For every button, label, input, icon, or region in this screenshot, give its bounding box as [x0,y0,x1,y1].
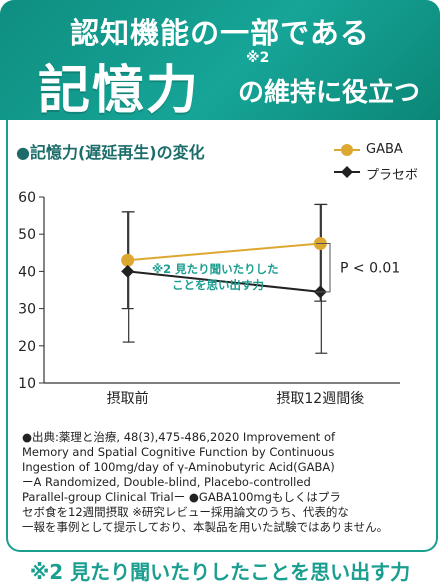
y-tick-label: 30 [18,302,36,318]
banner: 認知機能の一部である 記憶力 ※2 の維持に役立つ [0,0,440,121]
banner-line1: 認知機能の一部である [70,16,370,50]
source-line: セボ食を12週間摂取 ※研究レビュー採用論文のうち、代表的な [22,505,349,519]
series-line [127,242,321,262]
footer-note: ※2 見たり聞いたりしたことを思い出す力 [29,560,411,584]
legend-marker-placebo [341,166,353,178]
legend-label-placebo: プラセボ [366,168,419,183]
annotation-text: ことを思い出す力 [172,278,264,292]
y-tick-label: 20 [18,339,36,355]
source-citation: ●出典:薬理と治療, 48(3),475-486,2020 Improvemen… [22,430,420,535]
x-tick-label: 摂取12週間後 [276,391,364,407]
annotation-text: ※2 見たり聞いたりした [152,262,279,276]
banner-rest: の維持に役立つ [238,78,421,108]
legend-label-gaba: GABA [366,142,403,157]
source-line: Ingestion of 100mg/day of γ-Aminobutyric… [22,460,335,474]
chart-panel [6,120,438,552]
y-tick-label: 60 [18,190,36,206]
banner-memory-title: 記憶力 [38,61,201,121]
chart-title: ●記憶力(遅延再生)の変化 [16,143,205,162]
source-line: Memory and Spatial Cognitive Function by… [22,445,335,459]
source-line: 一報を事例として提示しており、本製品を用いた試験ではありません。 [22,520,389,534]
y-tick-label: 50 [18,227,36,243]
card: 認知機能の一部である 記憶力 ※2 の維持に役立つ [0,0,440,552]
source-line: Parallel-group Clinical Trialー ●GABA100m… [22,490,341,504]
legend-marker-gaba [341,144,353,156]
series-line [127,270,321,293]
data-point-gaba [121,253,135,267]
source-line: ーA Randomized, Double-blind, Placebo-con… [22,475,311,489]
y-tick-label: 10 [18,376,36,392]
significance-label: P < 0.01 [340,261,400,277]
data-point-placebo [121,264,135,278]
banner-note-mark: ※2 [246,50,270,66]
significance-bracket [316,243,331,293]
source-line: ●出典:薬理と治療, 48(3),475-486,2020 Improvemen… [22,430,336,444]
x-tick-label: 摂取前 [107,390,149,407]
y-tick-label: 40 [18,264,36,280]
